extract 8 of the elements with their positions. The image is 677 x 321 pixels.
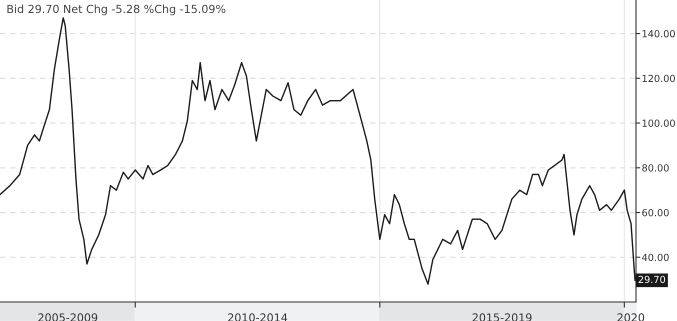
y-tick-label: 60.00 [642,208,669,216]
y-tick-label: 100.00 [642,120,675,127]
y-tick-label: 120.00 [642,74,675,82]
annotation: 29.70 [638,276,666,284]
y-tick-label: 80.00 [642,164,669,172]
y-tick-label: 40.00 [642,254,669,262]
y-tick-label: 140.00 [642,30,675,38]
chart-title: Bid 29.70 Net Chg -5.28 %Chg -15.09% [7,4,226,16]
